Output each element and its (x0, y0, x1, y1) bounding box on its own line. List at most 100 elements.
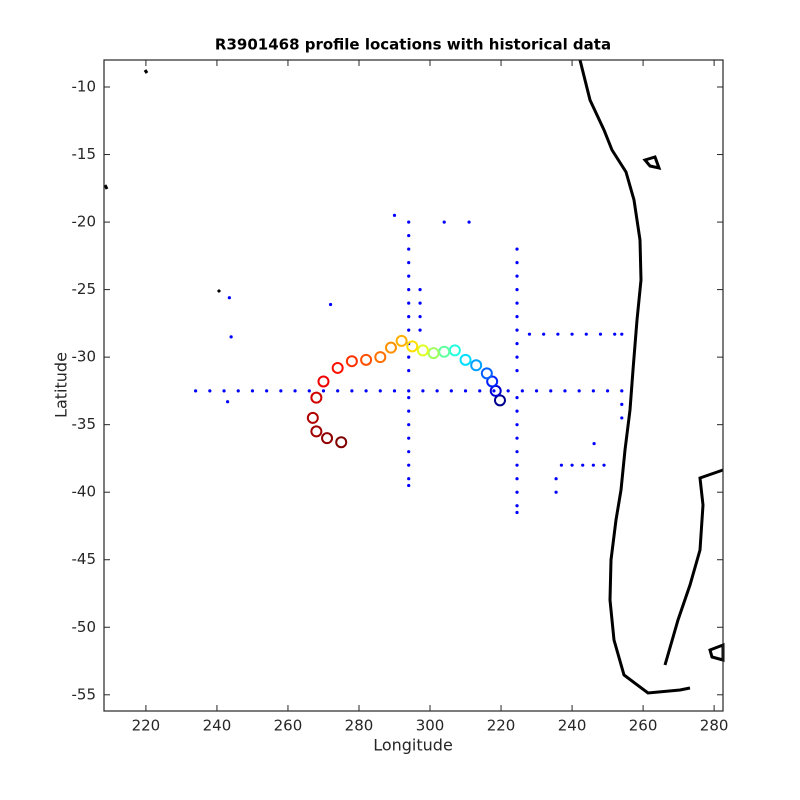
historical-point (515, 328, 519, 332)
historical-point (515, 274, 519, 278)
historical-point (515, 355, 519, 359)
historical-point (407, 274, 411, 278)
historical-point (605, 389, 610, 393)
profile-point (480, 367, 493, 380)
historical-point (592, 441, 596, 446)
profile-point (310, 391, 323, 404)
profile-point (321, 432, 334, 445)
historical-point (527, 332, 532, 336)
profile-point (331, 361, 344, 374)
historical-point (435, 389, 439, 393)
historical-point (392, 213, 397, 217)
historical-point (515, 477, 519, 481)
profile-point (345, 355, 358, 368)
historical-point (478, 389, 482, 393)
historical-point (407, 315, 411, 319)
y-tick-label: -45 (72, 550, 97, 568)
profile-point (406, 340, 419, 353)
historical-point (407, 409, 411, 413)
historical-point (515, 490, 519, 494)
historical-point (236, 389, 240, 393)
historical-point (418, 328, 422, 332)
x-tick-label: 260 (629, 717, 658, 735)
historical-point (534, 389, 539, 393)
historical-point (407, 233, 411, 238)
historical-point (515, 510, 519, 515)
historical-point (515, 436, 519, 440)
historical-point (407, 396, 411, 400)
historical-point (225, 400, 230, 404)
historical-point (515, 301, 519, 305)
profile-point (384, 341, 397, 354)
historical-point (407, 423, 411, 427)
historical-point (492, 389, 496, 393)
historical-point (293, 389, 297, 393)
historical-point (570, 332, 574, 336)
historical-point (556, 332, 560, 336)
historical-point (418, 288, 422, 292)
historical-point (520, 389, 524, 393)
profile-point (395, 334, 408, 347)
x-tick-label: 240 (203, 717, 232, 735)
historical-point (321, 389, 326, 393)
historical-point (407, 463, 411, 467)
historical-point (378, 389, 382, 393)
y-tick-label: -25 (72, 280, 97, 298)
historical-point (515, 396, 519, 400)
historical-point (620, 402, 624, 407)
profile-point (310, 425, 323, 438)
profile-point (470, 359, 483, 372)
historical-point (328, 302, 333, 307)
profile-point (427, 347, 440, 360)
historical-point (407, 301, 411, 305)
historical-point (194, 389, 198, 393)
historical-point (407, 220, 411, 224)
x-tick-label: 240 (558, 717, 587, 735)
profile-point (335, 436, 348, 449)
historical-point (418, 315, 422, 319)
y-tick-label: -10 (72, 78, 97, 96)
historical-point (418, 301, 422, 305)
historical-point (407, 328, 411, 332)
profile-point (493, 394, 506, 407)
historical-point (515, 369, 519, 373)
historical-point (350, 389, 354, 393)
historical-point (407, 247, 411, 251)
historical-point (407, 477, 411, 481)
historical-point (515, 504, 519, 508)
y-tick-label: -40 (72, 483, 97, 501)
historical-point (407, 436, 411, 440)
x-tick-label: 220 (132, 717, 161, 735)
historical-point (407, 450, 411, 454)
historical-point (554, 490, 558, 494)
x-tick-label: 280 (700, 717, 729, 735)
historical-point (581, 463, 585, 467)
y-tick-label: -30 (72, 348, 97, 366)
historical-point (584, 332, 588, 336)
historical-point (407, 369, 411, 373)
historical-point (265, 389, 269, 393)
historical-point (577, 389, 581, 393)
historical-point (392, 389, 397, 393)
y-tick-label: -55 (72, 685, 97, 703)
historical-point (515, 342, 519, 346)
chart-title: R3901468 profile locations with historic… (215, 36, 611, 54)
historical-point (570, 463, 574, 467)
x-axis-label: Longitude (373, 736, 453, 755)
historical-point (515, 288, 519, 292)
profile-point (306, 411, 319, 424)
historical-point (515, 409, 519, 413)
profile-point (374, 351, 387, 364)
plot-area (194, 213, 624, 515)
historical-point (463, 389, 468, 393)
historical-point (407, 288, 411, 292)
historical-point (554, 477, 558, 481)
historical-point (407, 260, 411, 265)
historical-point (515, 260, 519, 265)
historical-point (549, 389, 553, 393)
historical-point (336, 389, 340, 393)
historical-point (449, 389, 453, 393)
historical-point (542, 332, 546, 336)
historical-point (506, 389, 510, 393)
